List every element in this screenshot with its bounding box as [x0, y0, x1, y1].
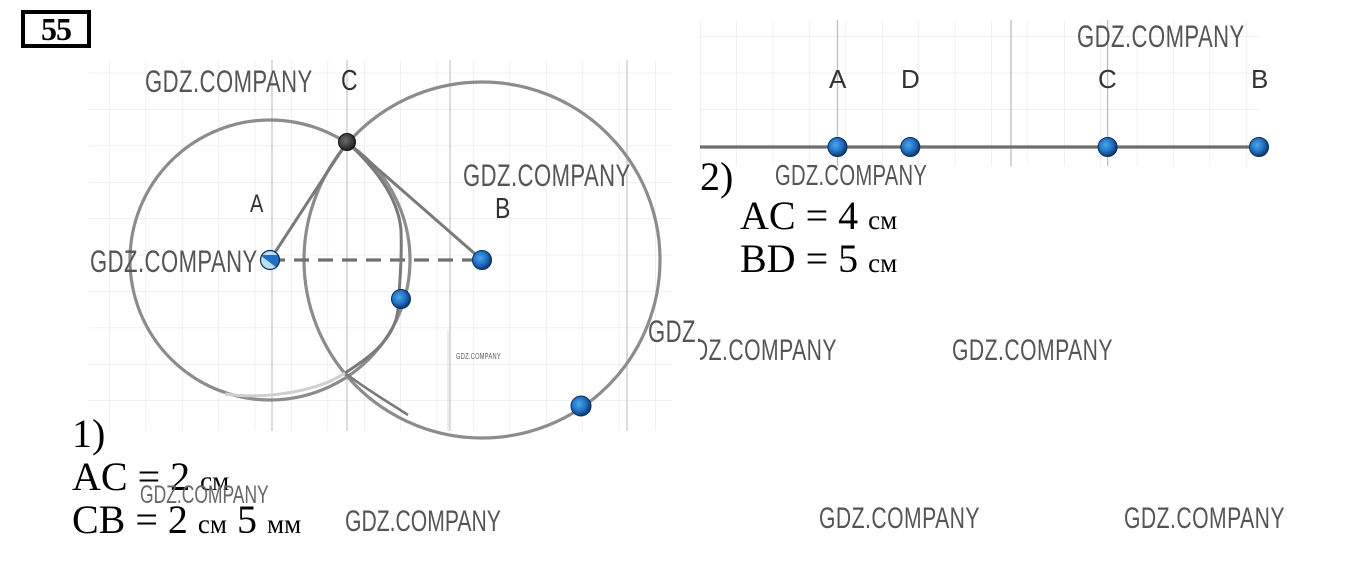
svg-text:2): 2)	[700, 154, 733, 199]
svg-text:BD = 5 см: BD = 5 см	[740, 236, 897, 281]
svg-text:D: D	[901, 64, 920, 94]
svg-text:C: C	[341, 63, 358, 96]
svg-text:GDZ.COMPANY: GDZ.COMPANY	[456, 353, 501, 361]
svg-text:GDZ.COMPANY: GDZ.COMPANY	[648, 314, 700, 349]
svg-text:A: A	[829, 64, 847, 94]
svg-text:GDZ.COMPANY: GDZ.COMPANY	[700, 335, 837, 367]
svg-text:GDZ.COMPANY: GDZ.COMPANY	[345, 506, 501, 538]
svg-text:GDZ.COMPANY: GDZ.COMPANY	[1077, 19, 1245, 54]
svg-text:GDZ.COMPANY: GDZ.COMPANY	[952, 335, 1113, 367]
svg-text:GDZ.COMPANY: GDZ.COMPANY	[463, 158, 631, 193]
svg-text:GDZ.COMPANY: GDZ.COMPANY	[819, 503, 980, 535]
svg-text:1): 1)	[72, 411, 105, 456]
svg-text:B: B	[495, 191, 510, 224]
svg-text:GDZ.COMPANY: GDZ.COMPANY	[775, 161, 927, 192]
svg-text:B: B	[1251, 64, 1268, 94]
svg-text:GDZ.COMPANY: GDZ.COMPANY	[140, 481, 269, 509]
svg-text:A: A	[250, 190, 264, 218]
svg-text:GDZ.COMPANY: GDZ.COMPANY	[145, 64, 313, 99]
svg-text:AC = 4 см: AC = 4 см	[740, 193, 897, 238]
svg-text:GDZ.COMPANY: GDZ.COMPANY	[90, 244, 258, 279]
svg-text:GDZ.COMPANY: GDZ.COMPANY	[1124, 503, 1285, 535]
svg-text:C: C	[1098, 64, 1117, 94]
